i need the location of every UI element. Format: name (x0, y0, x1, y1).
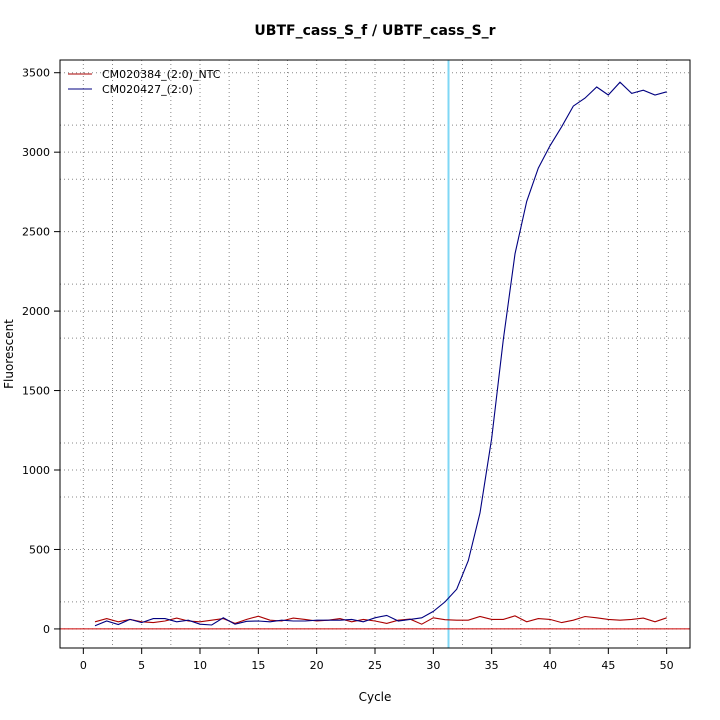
x-tick-label: 40 (543, 659, 557, 672)
x-tick-label: 25 (368, 659, 382, 672)
x-tick-label: 30 (426, 659, 440, 672)
x-tick-label: 5 (138, 659, 145, 672)
y-tick-label: 1500 (22, 385, 50, 398)
series-line-2 (94, 81, 667, 627)
y-axis-label: Fluorescent (2, 319, 16, 389)
x-tick-label: 15 (251, 659, 265, 672)
x-tick-label: 0 (80, 659, 87, 672)
legend-label: CM020427_(2:0) (102, 83, 193, 96)
y-tick-label: 3500 (22, 67, 50, 80)
x-axis: 0 5 10 15 20 25 30 35 40 45 50 (80, 648, 674, 672)
y-tick-label: 2500 (22, 226, 50, 239)
legend: CM020384_(2:0)_NTC CM020427_(2:0) (68, 68, 221, 96)
x-tick-label: 35 (485, 659, 499, 672)
y-tick-label: 1000 (22, 464, 50, 477)
chart-title: UBTF_cass_S_f / UBTF_cass_S_r (254, 23, 495, 39)
y-tick-label: 2000 (22, 305, 50, 318)
x-tick-label: 10 (193, 659, 207, 672)
y-tick-label: 0 (43, 623, 50, 636)
y-axis: 0 500 1000 1500 2000 2500 3000 3500 (22, 67, 60, 636)
y-tick-label: 500 (29, 543, 50, 556)
x-tick-label: 20 (310, 659, 324, 672)
x-tick-label: 50 (660, 659, 674, 672)
series-layer (94, 81, 667, 627)
x-axis-label: Cycle (359, 690, 392, 704)
x-tick-label: 45 (601, 659, 615, 672)
legend-label: CM020384_(2:0)_NTC (102, 68, 221, 81)
grid (60, 60, 690, 648)
y-tick-label: 3000 (22, 146, 50, 159)
